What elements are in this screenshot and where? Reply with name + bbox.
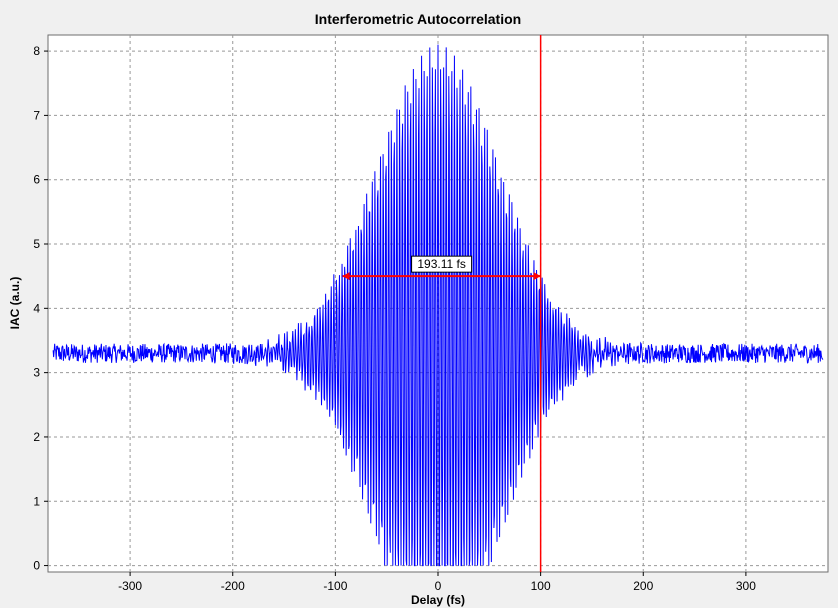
chart-title: Interferometric Autocorrelation — [315, 11, 521, 27]
y-tick-label: 0 — [33, 559, 40, 573]
x-tick-label: 0 — [435, 579, 442, 593]
cursor-layer: 193.11 fs — [342, 35, 542, 572]
y-tick-label: 6 — [33, 173, 40, 187]
x-tick-label: -300 — [118, 579, 142, 593]
iac-series-line — [52, 44, 824, 567]
x-tick-label: 100 — [531, 579, 551, 593]
y-tick-label: 5 — [33, 237, 40, 251]
y-tick-label: 7 — [33, 108, 40, 122]
x-tick-label: -200 — [221, 579, 245, 593]
y-tick-label: 3 — [33, 366, 40, 380]
fwhm-arrow-left — [342, 272, 350, 281]
x-tick-label: 200 — [633, 579, 653, 593]
y-tick-label: 2 — [33, 430, 40, 444]
fwhm-label: 193.11 fs — [417, 257, 465, 271]
tick-layer: -300 -200 -100 0 100 200 300 0 1 2 3 4 5 6 7 8 — [33, 44, 756, 593]
x-tick-label: 300 — [736, 579, 756, 593]
y-axis-title: IAC (a.u.) — [8, 277, 22, 330]
fwhm-arrow-right — [533, 272, 541, 281]
y-tick-label: 8 — [33, 44, 40, 58]
y-tick-label: 1 — [33, 494, 40, 508]
series-layer — [52, 44, 824, 567]
fwhm-label-box — [411, 255, 473, 273]
x-axis-title: Delay (fs) — [411, 593, 465, 607]
y-tick-label: 4 — [33, 301, 40, 315]
x-tick-label: -100 — [323, 579, 347, 593]
